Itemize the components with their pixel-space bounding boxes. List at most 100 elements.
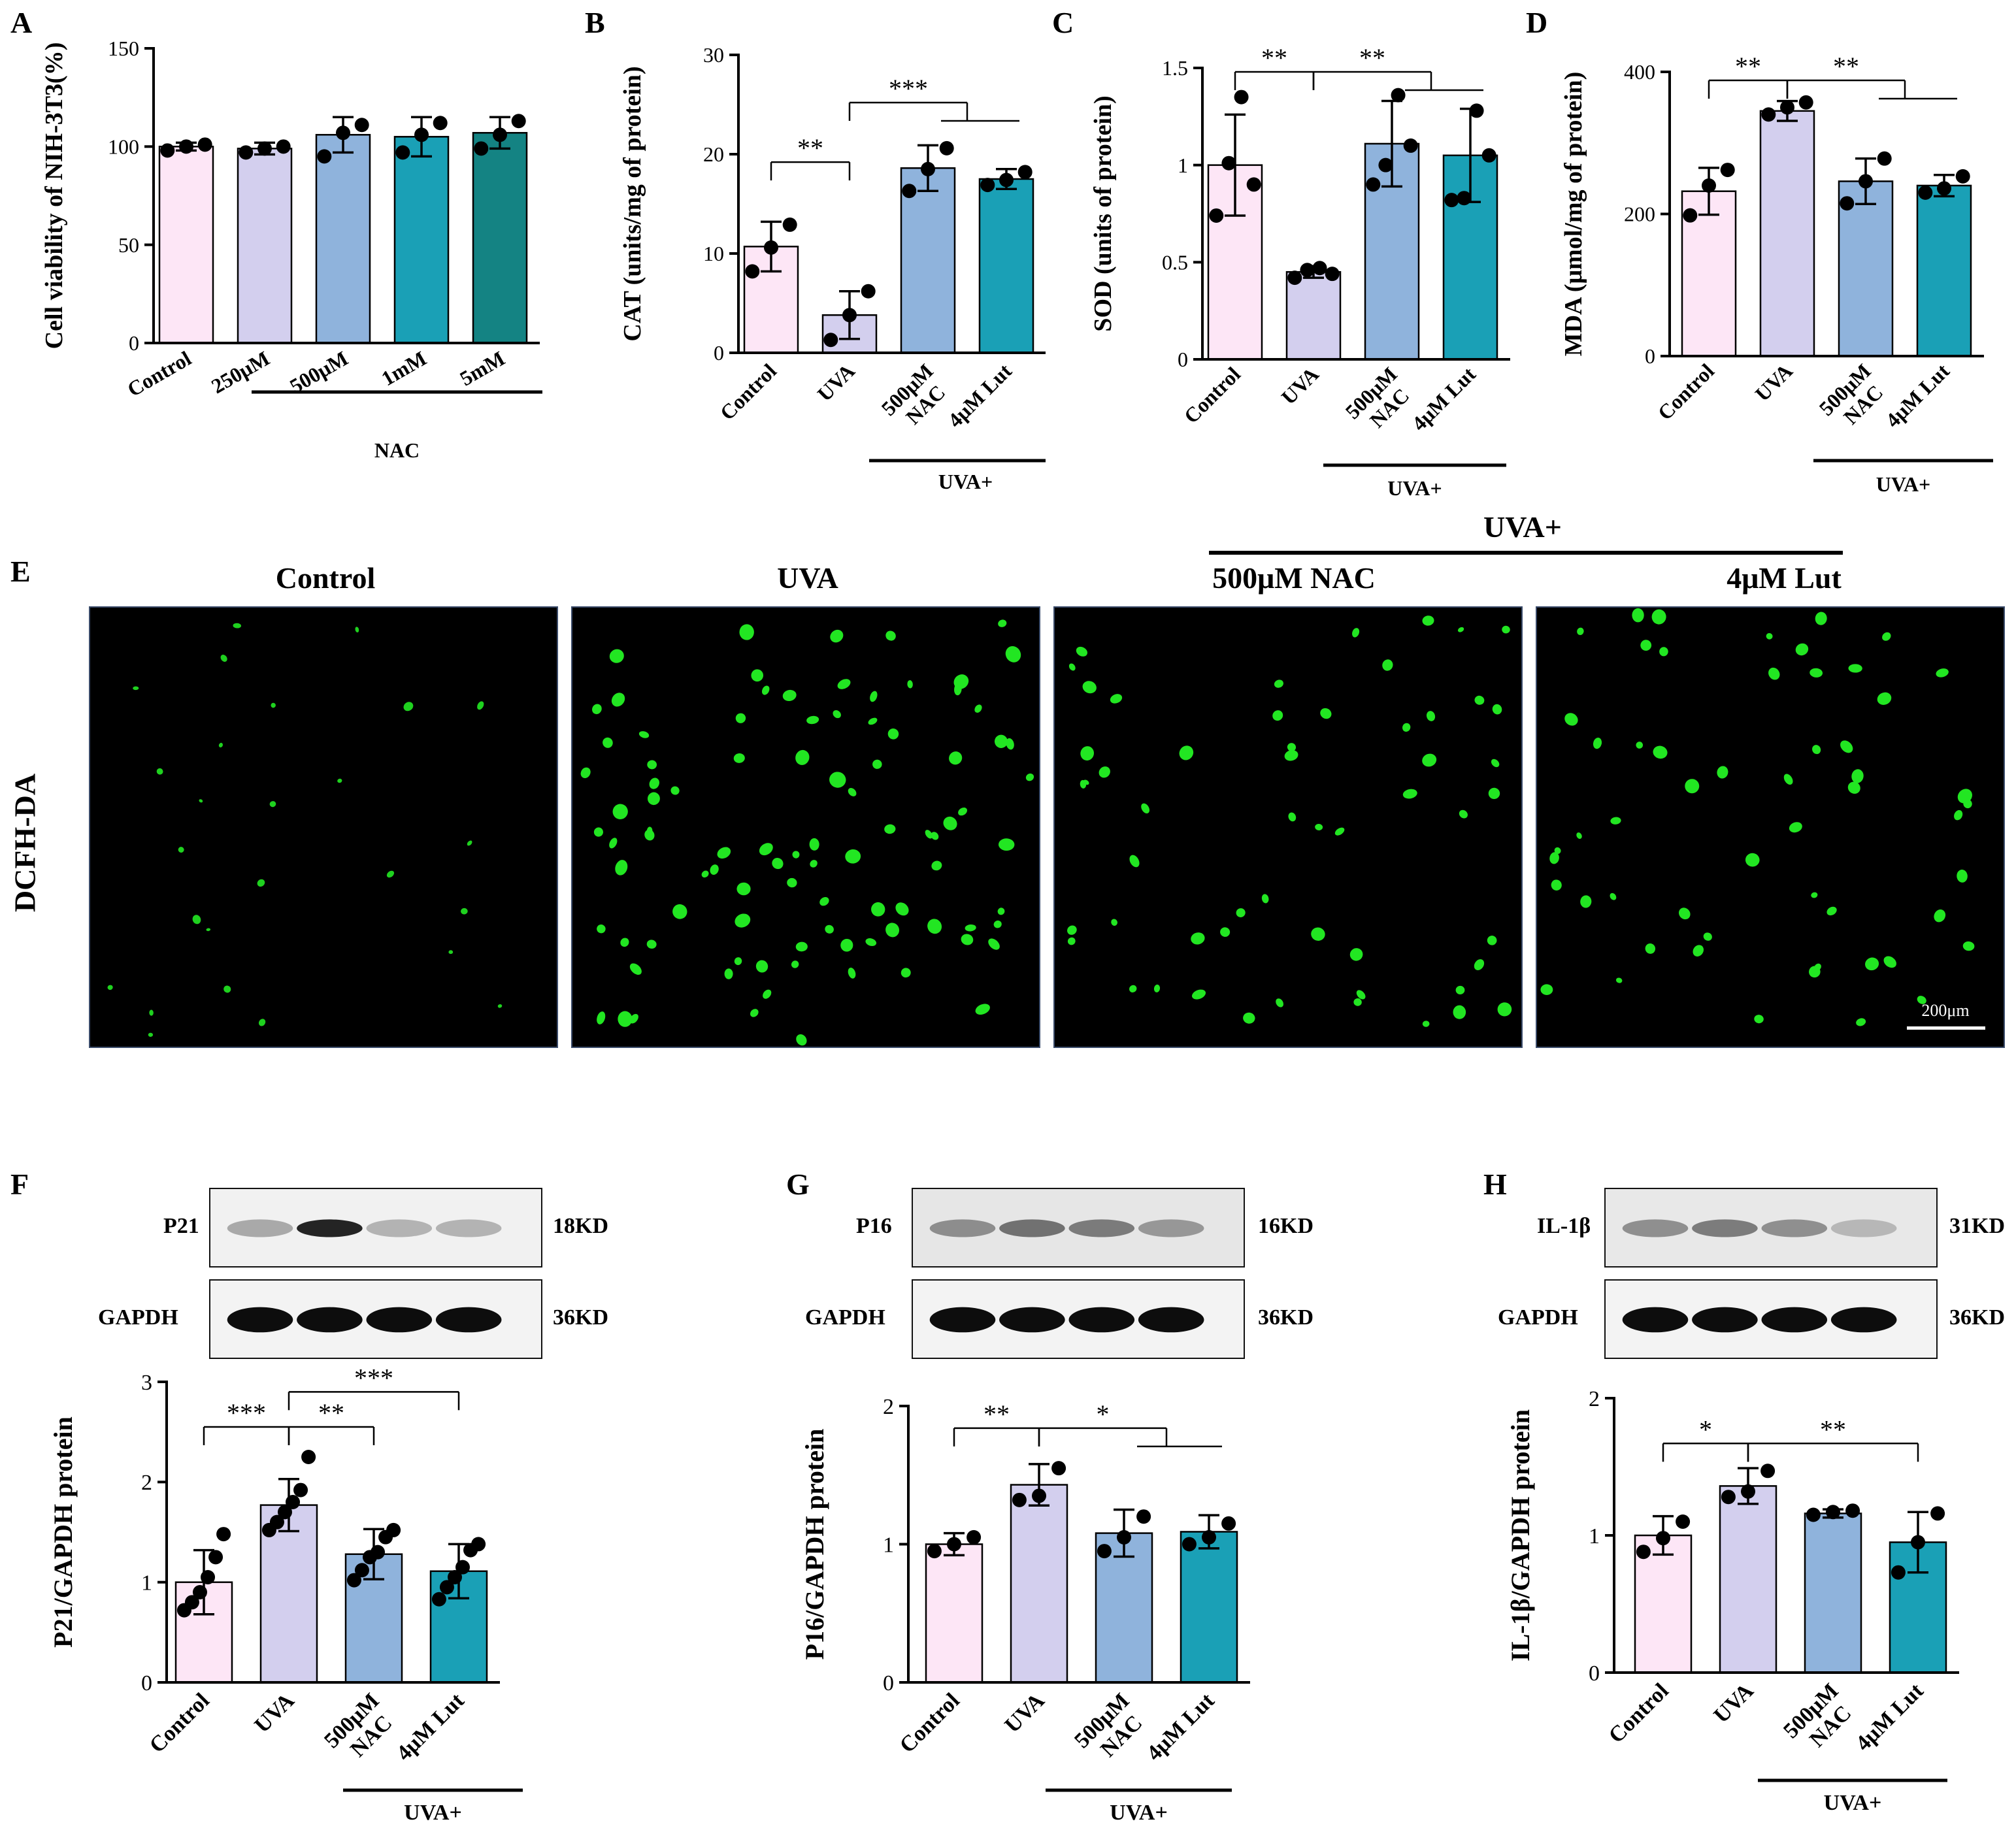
chart-a-category-label: 250μM (207, 346, 273, 398)
cell (1067, 937, 1076, 945)
blot-h-loading-kd: 36KD (1949, 1305, 2005, 1330)
cell (1848, 664, 1862, 673)
cell (497, 1004, 503, 1008)
cell (615, 860, 628, 875)
cell (1334, 827, 1345, 836)
cell (1352, 628, 1360, 638)
chart-g-ylabel: P16/GAPDH protein (800, 1429, 829, 1660)
chart-d-point (1720, 163, 1735, 178)
cell (1236, 908, 1246, 917)
chart-h-category-text: Control (1604, 1678, 1674, 1748)
cell (1576, 832, 1582, 840)
cell (787, 877, 797, 888)
cell (872, 759, 882, 769)
cell (1934, 909, 1946, 923)
chart-g-category-text: Control (895, 1688, 965, 1758)
chart-b-category-label: UVA (812, 359, 859, 406)
chart-a-point (493, 127, 507, 142)
chart-a-ylabel: Cell viability of NIH-3T3(%) (41, 42, 68, 350)
chart-a-point (239, 145, 254, 160)
blot-band (435, 1307, 502, 1333)
cell (1153, 984, 1161, 992)
cell (1083, 779, 1089, 785)
chart-a-point (395, 145, 410, 160)
cell (735, 913, 751, 928)
cell (1564, 713, 1578, 726)
chart-g-point (1032, 1488, 1046, 1503)
blot-h-target (1604, 1188, 1938, 1268)
chart-f-point (455, 1560, 471, 1575)
cell (958, 808, 967, 816)
panel-letter-c: C (1052, 6, 1074, 39)
cell (156, 768, 163, 775)
cell (670, 786, 680, 795)
chart-g-point (1136, 1509, 1151, 1524)
chart-b-ylabel: CAT (units/mg of protein) (619, 66, 646, 341)
cell (271, 702, 276, 708)
blot-band (1622, 1307, 1689, 1333)
chart-f-category-text: UVA (250, 1688, 299, 1737)
cell (1474, 959, 1485, 970)
cell (647, 792, 660, 806)
cell (1402, 723, 1411, 732)
micrograph-title-control: Control (275, 561, 376, 595)
micrograph-lut: 200μm (1536, 606, 2005, 1048)
chart-a-bar (393, 136, 450, 344)
cell (1551, 879, 1562, 891)
cell (1287, 743, 1297, 752)
cell (1789, 822, 1802, 833)
cell (1474, 695, 1485, 705)
cell (1422, 1021, 1430, 1027)
chart-b-category-label: 4μM Lut (943, 359, 1016, 432)
blot-band (1830, 1219, 1897, 1237)
chart-d-point (1840, 196, 1855, 211)
chart-g-point (1221, 1516, 1236, 1531)
cell (792, 851, 800, 859)
chart-c-point (1246, 177, 1261, 192)
cell (848, 788, 857, 796)
cell (1502, 625, 1510, 634)
cell (734, 957, 742, 966)
chart-a-point (317, 149, 332, 164)
blot-f-target (209, 1188, 542, 1268)
blot-band (227, 1219, 293, 1237)
chart-h-point (1636, 1545, 1651, 1560)
blot-band (297, 1307, 363, 1333)
cell (1006, 738, 1014, 750)
cell (1636, 742, 1644, 749)
chart-p21: P21/GAPDH protein 0 1 2 3 Control UVA 500μMNAC4… (48, 1363, 523, 1825)
cell (1497, 1002, 1512, 1017)
chart-g-group-label: UVA+ (1110, 1801, 1168, 1825)
chart-b-point (921, 161, 935, 176)
cell (837, 679, 851, 689)
chart-h-point (1826, 1505, 1840, 1520)
cell (1632, 608, 1644, 623)
cell (647, 760, 657, 770)
cell (998, 838, 1015, 851)
chart-h-ytick-label: 1 (1589, 1524, 1600, 1548)
chart-b-point (782, 217, 797, 232)
cell (1540, 984, 1553, 995)
cell (1745, 853, 1760, 867)
blot-band (297, 1219, 363, 1237)
blot-band (999, 1219, 1065, 1237)
micrograph-cells (1067, 615, 1512, 1027)
cell (1856, 1018, 1866, 1026)
cell (1811, 892, 1818, 898)
cell (796, 1034, 807, 1046)
chart-f-ytick-label: 3 (141, 1371, 152, 1395)
micrograph-title-nac: 500μM NAC (1212, 561, 1376, 595)
chart-d-category-text: Control (1653, 359, 1719, 425)
chart-b-point (939, 140, 954, 155)
cell (609, 838, 618, 849)
chart-h-point (1741, 1484, 1755, 1499)
cell (1809, 668, 1823, 678)
cell (1954, 810, 1963, 821)
cell (825, 924, 834, 934)
chart-a-category-text: 250μM (207, 346, 273, 398)
cell (870, 691, 878, 702)
cell (611, 693, 625, 707)
chart-c-ytick-label: 1 (1178, 154, 1188, 177)
